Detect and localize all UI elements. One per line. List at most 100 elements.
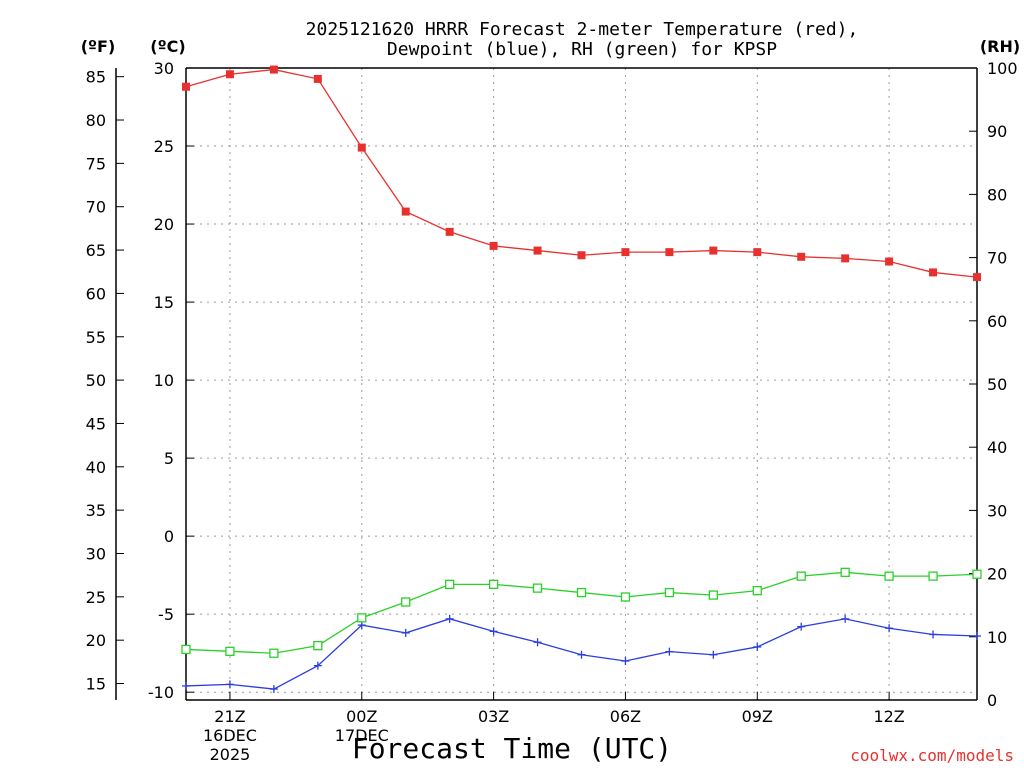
dewpoint-point <box>709 650 718 659</box>
celsius-tick-label: 20 <box>154 215 174 234</box>
dewpoint-point <box>577 650 586 659</box>
celsius-tick-label: -10 <box>148 683 174 702</box>
fahrenheit-tick-label: 15 <box>86 675 106 694</box>
temperature-point <box>445 227 454 236</box>
celsius-tick-label: 25 <box>154 137 174 156</box>
dewpoint-point <box>797 622 806 631</box>
rh-line <box>185 571 978 654</box>
temperature-point <box>577 251 586 260</box>
temperature-point <box>621 248 630 257</box>
rh-tick-label: 40 <box>987 438 1007 457</box>
dewpoint-point <box>401 628 410 637</box>
dewpoint-point <box>182 681 190 690</box>
fahrenheit-tick-label: 60 <box>86 284 106 303</box>
rh-tick-label: 100 <box>987 59 1018 78</box>
fahrenheit-tick-label: 35 <box>86 501 106 520</box>
rh-point <box>620 592 631 602</box>
temperature-point <box>357 143 366 152</box>
dewpoint-point <box>489 627 498 636</box>
temperature-point <box>225 70 234 79</box>
x-tick-label: 00Z <box>346 707 377 726</box>
fahrenheit-tick-label: 20 <box>86 631 106 650</box>
temperature-point <box>533 246 542 255</box>
credit-text: coolwx.com/models <box>850 746 1014 765</box>
fahrenheit-tick-label: 85 <box>86 68 106 87</box>
rh-point <box>488 579 499 589</box>
fahrenheit-tick-label: 40 <box>86 458 106 477</box>
dewpoint-point <box>973 632 981 641</box>
rh-tick-label: 30 <box>987 501 1007 520</box>
rh-point <box>972 569 982 579</box>
rh-point <box>225 646 235 656</box>
dewpoint-point <box>445 614 454 623</box>
x-tick-label: 12Z <box>873 707 904 726</box>
dewpoint-point <box>225 680 234 689</box>
rh-tick-label: 90 <box>987 122 1007 141</box>
rh-point <box>181 644 191 655</box>
dewpoint-point <box>753 642 762 651</box>
fahrenheit-tick-label: 30 <box>86 544 106 563</box>
rh-unit-label: (RH) <box>980 37 1020 56</box>
temperature-point <box>269 65 278 74</box>
x-tick-label: 06Z <box>610 707 641 726</box>
rh-point <box>928 571 938 581</box>
rh-point <box>796 571 806 581</box>
rh-point <box>840 567 850 577</box>
temperature-line <box>185 68 978 278</box>
rh-point <box>532 583 543 593</box>
dewpoint-point <box>313 661 322 670</box>
temperature-point <box>841 254 850 263</box>
fahrenheit-tick-label: 80 <box>86 111 106 130</box>
temperature-point <box>489 241 498 250</box>
celsius-tick-label: -5 <box>158 605 174 624</box>
temperature-point <box>709 246 718 255</box>
rh-point <box>445 579 455 589</box>
celsius-tick-label: 5 <box>164 449 174 468</box>
rh-point <box>752 586 762 596</box>
celsius-tick-label: 0 <box>164 527 174 546</box>
x-tick-label: 2025 <box>210 745 251 764</box>
fahrenheit-tick-label: 50 <box>86 371 106 390</box>
fahrenheit-tick-label: 45 <box>86 414 106 433</box>
celsius-tick-label: 30 <box>154 59 174 78</box>
rh-point <box>357 613 367 623</box>
temperature-point <box>182 82 190 91</box>
fahrenheit-tick-label: 75 <box>86 154 106 173</box>
dewpoint-point <box>841 614 850 623</box>
celsius-tick-label: 10 <box>154 371 174 390</box>
fahrenheit-tick-label: 55 <box>86 328 106 347</box>
temperature-point <box>929 268 938 277</box>
dewpoint-point <box>929 630 938 639</box>
dewpoint-point <box>269 685 278 694</box>
fahrenheit-tick-label: 70 <box>86 198 106 217</box>
rh-point <box>708 590 718 600</box>
rh-point <box>884 571 894 581</box>
x-axis-label: Forecast Time (UTC) <box>352 732 672 765</box>
axes: -10-505101520253015202530354045505560657… <box>86 59 1018 764</box>
x-tick-label: 09Z <box>742 707 773 726</box>
rh-point <box>401 597 411 607</box>
fahrenheit-tick-label: 25 <box>86 588 106 607</box>
dewpoint-point <box>533 638 542 647</box>
temperature-point <box>885 257 894 266</box>
rh-point <box>269 648 279 658</box>
dewpoint-point <box>621 656 630 665</box>
temperature-point <box>797 252 806 261</box>
x-tick-label: 17DEC <box>335 726 389 745</box>
fahrenheit-unit-label: (ºF) <box>81 37 116 56</box>
rh-tick-label: 80 <box>987 185 1007 204</box>
rh-tick-label: 10 <box>987 628 1007 647</box>
grid-lines <box>186 68 977 700</box>
x-tick-label: 21Z <box>214 707 245 726</box>
rh-point <box>576 587 587 598</box>
x-tick-label: 03Z <box>478 707 509 726</box>
dewpoint-point <box>885 624 894 633</box>
dewpoint-point <box>665 647 674 656</box>
chart-title: 2025121620 HRRR Forecast 2-meter Tempera… <box>306 19 859 40</box>
rh-point <box>664 587 675 598</box>
rh-tick-label: 20 <box>987 565 1007 584</box>
data-series <box>181 65 982 694</box>
celsius-unit-label: (ºC) <box>150 37 185 56</box>
rh-point <box>313 640 323 651</box>
